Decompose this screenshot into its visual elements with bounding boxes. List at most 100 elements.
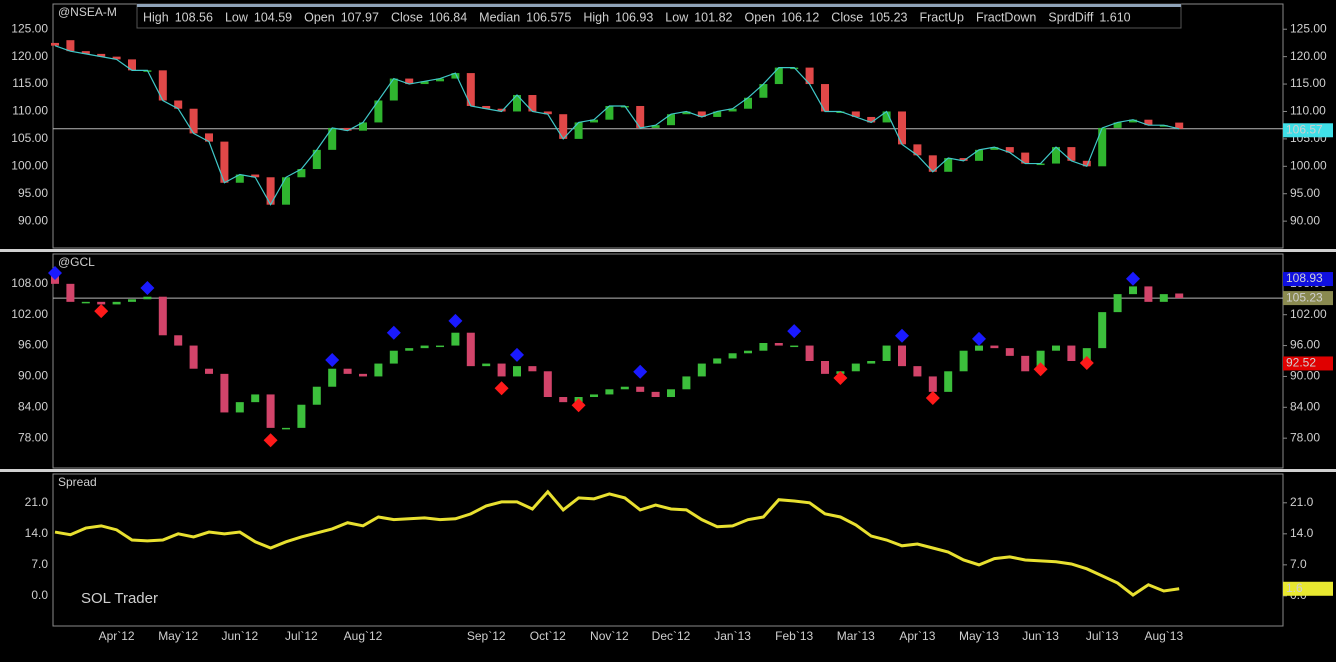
candle-body <box>682 111 691 115</box>
y-tick-label: 108.00 <box>11 276 48 290</box>
candle-body <box>713 111 722 117</box>
candle-body <box>343 127 352 131</box>
info-value: 106.12 <box>781 10 819 24</box>
candle-body <box>220 141 229 183</box>
candle-body <box>374 363 383 377</box>
fractal-marker <box>48 266 62 281</box>
x-tick-label: Aug`12 <box>344 629 383 643</box>
candle-body <box>898 111 906 145</box>
candle-body <box>128 59 136 71</box>
candle-body <box>913 144 922 156</box>
candle-body <box>343 368 352 374</box>
price-tag <box>1283 291 1333 306</box>
candle-body <box>51 42 59 46</box>
candle-body <box>297 169 306 178</box>
y-tick-label: 115.00 <box>12 76 48 90</box>
candle-body <box>189 108 198 134</box>
info-label: Low <box>225 10 249 24</box>
candle-body <box>81 301 90 304</box>
pane-frame <box>52 473 1284 627</box>
info-value: 106.93 <box>615 10 653 24</box>
candle-body <box>405 78 414 85</box>
y-tick-label: 125.00 <box>1290 21 1327 35</box>
candle-body <box>189 345 198 369</box>
pane-label: @GCL <box>58 255 95 269</box>
x-tick-label: May`12 <box>158 629 198 643</box>
candle-body <box>528 366 537 372</box>
candle-body <box>821 84 829 112</box>
candle-body <box>867 361 876 364</box>
y-tick-label: 102.00 <box>11 307 48 321</box>
y-tick-label: 96.00 <box>18 338 48 352</box>
y-tick-label: 14.0 <box>25 526 49 540</box>
y-tick-label: 95.00 <box>1290 186 1320 200</box>
candle-body <box>882 345 891 361</box>
candle-body <box>928 155 937 172</box>
pane-label: @NSEA-M <box>58 5 117 19</box>
candle-body <box>282 427 290 430</box>
candle-body <box>158 296 167 336</box>
candle-body <box>81 51 90 54</box>
y-tick-label: 115.00 <box>1290 76 1326 90</box>
candle-body <box>574 122 583 139</box>
candle-body <box>466 73 475 106</box>
info-label: Median <box>479 10 520 24</box>
candle-body <box>851 363 860 372</box>
candle-body <box>359 373 367 377</box>
spread-line <box>54 489 1180 597</box>
candle-body <box>559 114 568 139</box>
candle-body <box>66 283 75 302</box>
y-tick-label: 96.00 <box>1290 338 1320 352</box>
candle-body <box>975 149 983 161</box>
candle-body <box>1052 345 1060 351</box>
info-value: 101.82 <box>694 10 732 24</box>
candle-body <box>312 386 321 405</box>
x-tick-label: Dec`12 <box>652 629 691 643</box>
candle-body <box>1175 293 1184 299</box>
candle-body <box>774 342 783 346</box>
candle-body <box>451 73 460 79</box>
fractal-marker <box>263 433 278 448</box>
y-tick-label: 7.0 <box>31 557 48 571</box>
candle-body <box>959 350 968 372</box>
candle-body <box>1113 122 1122 128</box>
candle-body <box>1159 125 1168 127</box>
info-label: High <box>583 10 609 24</box>
x-tick-label: Nov`12 <box>590 629 629 643</box>
candle-body <box>235 174 244 183</box>
candle-body <box>420 345 429 349</box>
legend-entry: FractDown <box>976 10 1036 24</box>
candle-body <box>959 158 968 161</box>
candle-body <box>328 368 337 387</box>
y-tick-label: 90.00 <box>18 369 48 383</box>
info-bar-top <box>137 4 1181 7</box>
candle-body <box>990 147 999 150</box>
fractal-marker <box>494 381 509 396</box>
candle-body <box>667 389 675 398</box>
candle-body <box>713 358 722 364</box>
x-tick-label: Jun`12 <box>221 629 258 643</box>
fractal-marker <box>787 324 802 339</box>
candle-body <box>312 149 321 170</box>
info-value: 107.97 <box>341 10 379 24</box>
candle-body <box>836 111 845 113</box>
info-label: Open <box>304 10 335 24</box>
candle-body <box>328 127 337 150</box>
candle-body <box>497 363 506 377</box>
x-tick-label: Jul`13 <box>1086 629 1119 643</box>
price-tag-label: 105.23 <box>1286 290 1323 304</box>
candle-body <box>636 105 645 128</box>
y-tick-label: 125.00 <box>11 21 48 35</box>
price-tag <box>1283 272 1333 287</box>
candle-body <box>667 114 675 126</box>
y-tick-label: 14.0 <box>1290 526 1314 540</box>
candle-body <box>1144 286 1153 302</box>
candle-body <box>882 111 891 123</box>
x-tick-label: Jun`13 <box>1022 629 1059 643</box>
price-tag-label: 1.6 <box>1286 581 1303 595</box>
y-tick-label: 105.00 <box>11 131 48 145</box>
candle-body <box>97 53 106 57</box>
candle-body <box>975 345 983 351</box>
candle-body <box>251 394 260 403</box>
candle-body <box>374 100 383 123</box>
